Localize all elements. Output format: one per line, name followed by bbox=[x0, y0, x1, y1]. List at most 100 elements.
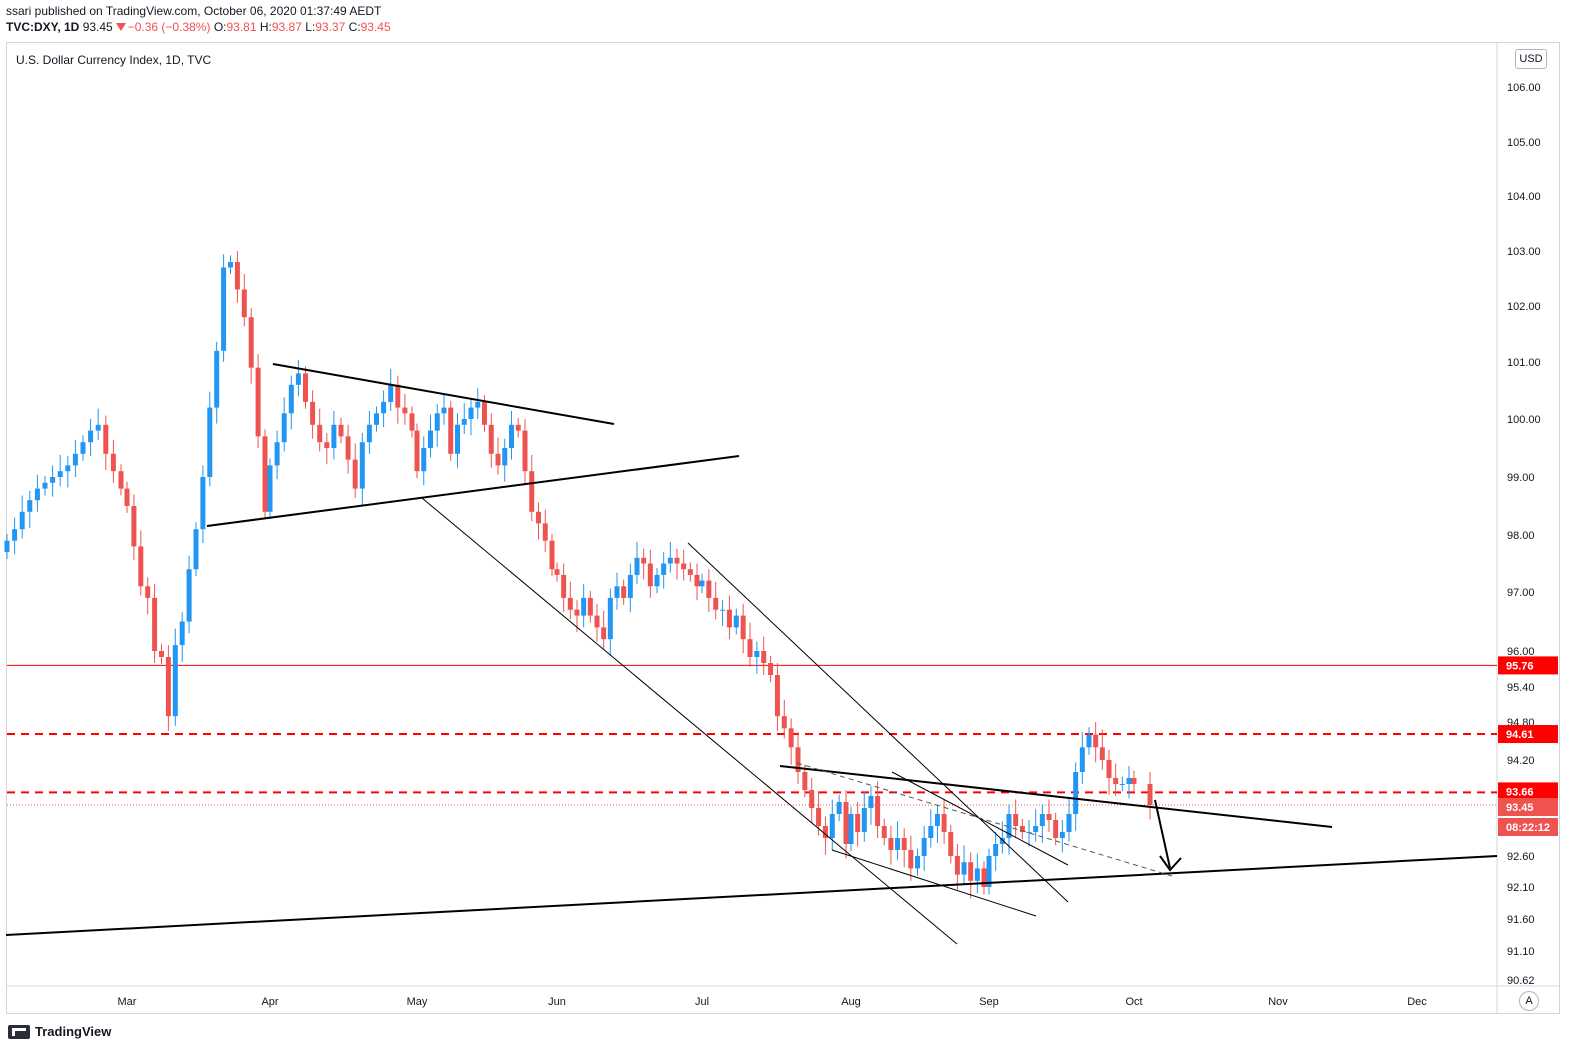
candle bbox=[455, 413, 460, 468]
candle bbox=[1046, 799, 1052, 832]
candle-body bbox=[661, 563, 667, 575]
candle bbox=[179, 612, 185, 662]
candle-body bbox=[802, 772, 808, 790]
candle-body bbox=[747, 639, 753, 657]
high-value: 93.87 bbox=[271, 20, 302, 34]
candle bbox=[781, 699, 787, 739]
last-price: 93.45 bbox=[82, 20, 113, 34]
candle bbox=[1131, 770, 1137, 792]
candle bbox=[754, 641, 760, 674]
candle bbox=[461, 403, 467, 435]
candle-body bbox=[80, 442, 86, 454]
down-arrow-icon bbox=[115, 23, 126, 31]
candle bbox=[72, 439, 78, 477]
currency-badge[interactable]: USD bbox=[1515, 49, 1547, 69]
candle bbox=[131, 494, 137, 561]
price-label-box bbox=[1498, 798, 1558, 816]
candle-body bbox=[515, 424, 521, 431]
candle-body bbox=[193, 529, 199, 570]
y-tick-label: 101.00 bbox=[1507, 357, 1541, 369]
candle bbox=[509, 411, 514, 460]
candle-body bbox=[374, 413, 379, 425]
y-tick-label: 100.00 bbox=[1507, 414, 1541, 426]
candle bbox=[895, 821, 901, 860]
candle bbox=[448, 400, 454, 461]
candle bbox=[875, 781, 881, 838]
candle bbox=[522, 419, 528, 486]
candle-body bbox=[381, 401, 387, 414]
candle-body bbox=[681, 563, 687, 570]
candle bbox=[421, 436, 427, 486]
candle-body bbox=[448, 407, 454, 454]
candle-body bbox=[388, 384, 394, 402]
candle bbox=[561, 563, 567, 613]
candle-body bbox=[110, 453, 116, 472]
candle bbox=[366, 411, 372, 454]
candle bbox=[4, 533, 10, 559]
candle-body bbox=[172, 645, 178, 717]
y-tick-label: 92.60 bbox=[1507, 851, 1535, 863]
candle-body bbox=[529, 471, 535, 512]
candle-body bbox=[554, 569, 560, 575]
candle bbox=[221, 254, 227, 362]
candle bbox=[713, 581, 719, 620]
candle-body bbox=[124, 488, 130, 506]
candle bbox=[908, 835, 914, 881]
candle bbox=[331, 411, 337, 460]
candle-body bbox=[720, 609, 726, 611]
candle bbox=[587, 590, 593, 623]
candle-body bbox=[1093, 734, 1099, 748]
candle-body bbox=[948, 832, 954, 856]
candle-body bbox=[310, 401, 316, 425]
candle bbox=[674, 548, 680, 580]
candle bbox=[1033, 809, 1039, 842]
candle bbox=[901, 828, 907, 868]
high-label: H: bbox=[259, 20, 272, 34]
candle-body bbox=[434, 413, 440, 431]
arrow-head-icon bbox=[1159, 855, 1182, 872]
candle-body bbox=[868, 796, 874, 808]
y-tick-label: 102.00 bbox=[1507, 301, 1541, 313]
auto-scale-button[interactable]: A bbox=[1519, 991, 1539, 1011]
candle bbox=[1086, 727, 1092, 755]
candle bbox=[193, 522, 199, 577]
candle bbox=[388, 368, 394, 412]
candle bbox=[661, 552, 667, 589]
candle-body bbox=[687, 569, 693, 575]
candle-body bbox=[352, 459, 358, 489]
brand-name: TradingView bbox=[35, 1024, 112, 1039]
x-tick-label: Apr bbox=[261, 996, 278, 1008]
candle bbox=[152, 584, 158, 663]
candle bbox=[641, 548, 647, 580]
candle-body bbox=[1086, 734, 1092, 748]
candle bbox=[88, 419, 94, 457]
footer-brand[interactable]: TradingView bbox=[8, 1024, 111, 1039]
candle bbox=[95, 408, 101, 440]
candle-body bbox=[614, 586, 620, 598]
candle-body bbox=[928, 826, 934, 838]
candle-body bbox=[455, 424, 460, 454]
candle-body bbox=[881, 826, 887, 838]
x-tick-label: Nov bbox=[1268, 996, 1288, 1008]
y-tick-label: 98.00 bbox=[1507, 530, 1535, 542]
candle-body bbox=[1126, 778, 1132, 784]
candle bbox=[241, 274, 247, 327]
candle-body bbox=[699, 580, 705, 587]
chart-header: ssari published on TradingView.com, Octo… bbox=[6, 3, 391, 35]
projection-dashed-line bbox=[796, 762, 1173, 877]
candle-body bbox=[186, 569, 192, 622]
candle-body bbox=[1033, 826, 1039, 832]
candle-body bbox=[855, 814, 861, 832]
candle-body bbox=[72, 453, 78, 466]
symbol-label: TVC:DXY, 1D bbox=[6, 20, 80, 34]
candle-body bbox=[1046, 814, 1052, 820]
candle bbox=[295, 359, 301, 397]
x-tick-label: Oct bbox=[1125, 996, 1142, 1008]
trendline bbox=[5, 855, 1498, 936]
candle-body bbox=[1131, 778, 1137, 784]
candle bbox=[699, 573, 705, 594]
y-tick-label: 91.60 bbox=[1507, 914, 1535, 926]
candle bbox=[1013, 799, 1019, 838]
candle bbox=[601, 610, 607, 649]
